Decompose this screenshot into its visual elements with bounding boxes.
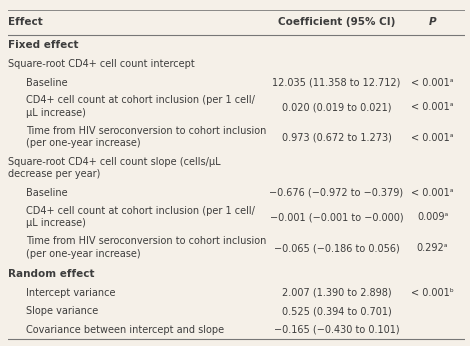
Text: Time from HIV seroconversion to cohort inclusion: Time from HIV seroconversion to cohort i… <box>26 236 266 246</box>
Text: 0.292ᵃ: 0.292ᵃ <box>417 243 448 253</box>
Text: < 0.001ᵃ: < 0.001ᵃ <box>411 102 454 112</box>
Text: Baseline: Baseline <box>26 78 68 88</box>
Text: −0.676 (−0.972 to −0.379): −0.676 (−0.972 to −0.379) <box>269 188 404 198</box>
Text: CD4+ cell count at cohort inclusion (per 1 cell/: CD4+ cell count at cohort inclusion (per… <box>26 206 255 216</box>
Text: < 0.001ᵃ: < 0.001ᵃ <box>411 188 454 198</box>
Text: Baseline: Baseline <box>26 188 68 198</box>
Text: P: P <box>429 17 436 27</box>
Text: < 0.001ᵇ: < 0.001ᵇ <box>411 288 454 298</box>
Text: Square-root CD4+ cell count intercept: Square-root CD4+ cell count intercept <box>8 59 195 69</box>
Text: μL increase): μL increase) <box>26 218 86 228</box>
Text: −0.065 (−0.186 to 0.056): −0.065 (−0.186 to 0.056) <box>274 243 400 253</box>
Text: Square-root CD4+ cell count slope (cells/μL: Square-root CD4+ cell count slope (cells… <box>8 157 220 167</box>
Text: 0.525 (0.394 to 0.701): 0.525 (0.394 to 0.701) <box>282 306 392 316</box>
Text: CD4+ cell count at cohort inclusion (per 1 cell/: CD4+ cell count at cohort inclusion (per… <box>26 95 255 105</box>
Text: (per one-year increase): (per one-year increase) <box>26 138 141 148</box>
Text: 0.020 (0.019 to 0.021): 0.020 (0.019 to 0.021) <box>282 102 391 112</box>
Text: μL increase): μL increase) <box>26 108 86 118</box>
Text: 12.035 (11.358 to 12.712): 12.035 (11.358 to 12.712) <box>272 78 401 88</box>
Text: < 0.001ᵃ: < 0.001ᵃ <box>411 133 454 143</box>
Text: < 0.001ᵃ: < 0.001ᵃ <box>411 78 454 88</box>
Text: Fixed effect: Fixed effect <box>8 40 78 50</box>
Text: Coefficient (95% CI): Coefficient (95% CI) <box>278 17 395 27</box>
Text: (per one-year increase): (per one-year increase) <box>26 248 141 258</box>
Text: −0.001 (−0.001 to −0.000): −0.001 (−0.001 to −0.000) <box>270 212 403 222</box>
Text: 0.973 (0.672 to 1.273): 0.973 (0.672 to 1.273) <box>282 133 392 143</box>
Text: decrease per year): decrease per year) <box>8 170 101 180</box>
Text: Intercept variance: Intercept variance <box>26 288 116 298</box>
Text: Effect: Effect <box>8 17 43 27</box>
Text: 0.009ᵃ: 0.009ᵃ <box>417 212 448 222</box>
Text: Slope variance: Slope variance <box>26 306 98 316</box>
Text: Random effect: Random effect <box>8 268 94 279</box>
Text: Covariance between intercept and slope: Covariance between intercept and slope <box>26 325 224 335</box>
Text: Time from HIV seroconversion to cohort inclusion: Time from HIV seroconversion to cohort i… <box>26 126 266 136</box>
Text: 2.007 (1.390 to 2.898): 2.007 (1.390 to 2.898) <box>282 288 392 298</box>
Text: −0.165 (−0.430 to 0.101): −0.165 (−0.430 to 0.101) <box>274 325 400 335</box>
